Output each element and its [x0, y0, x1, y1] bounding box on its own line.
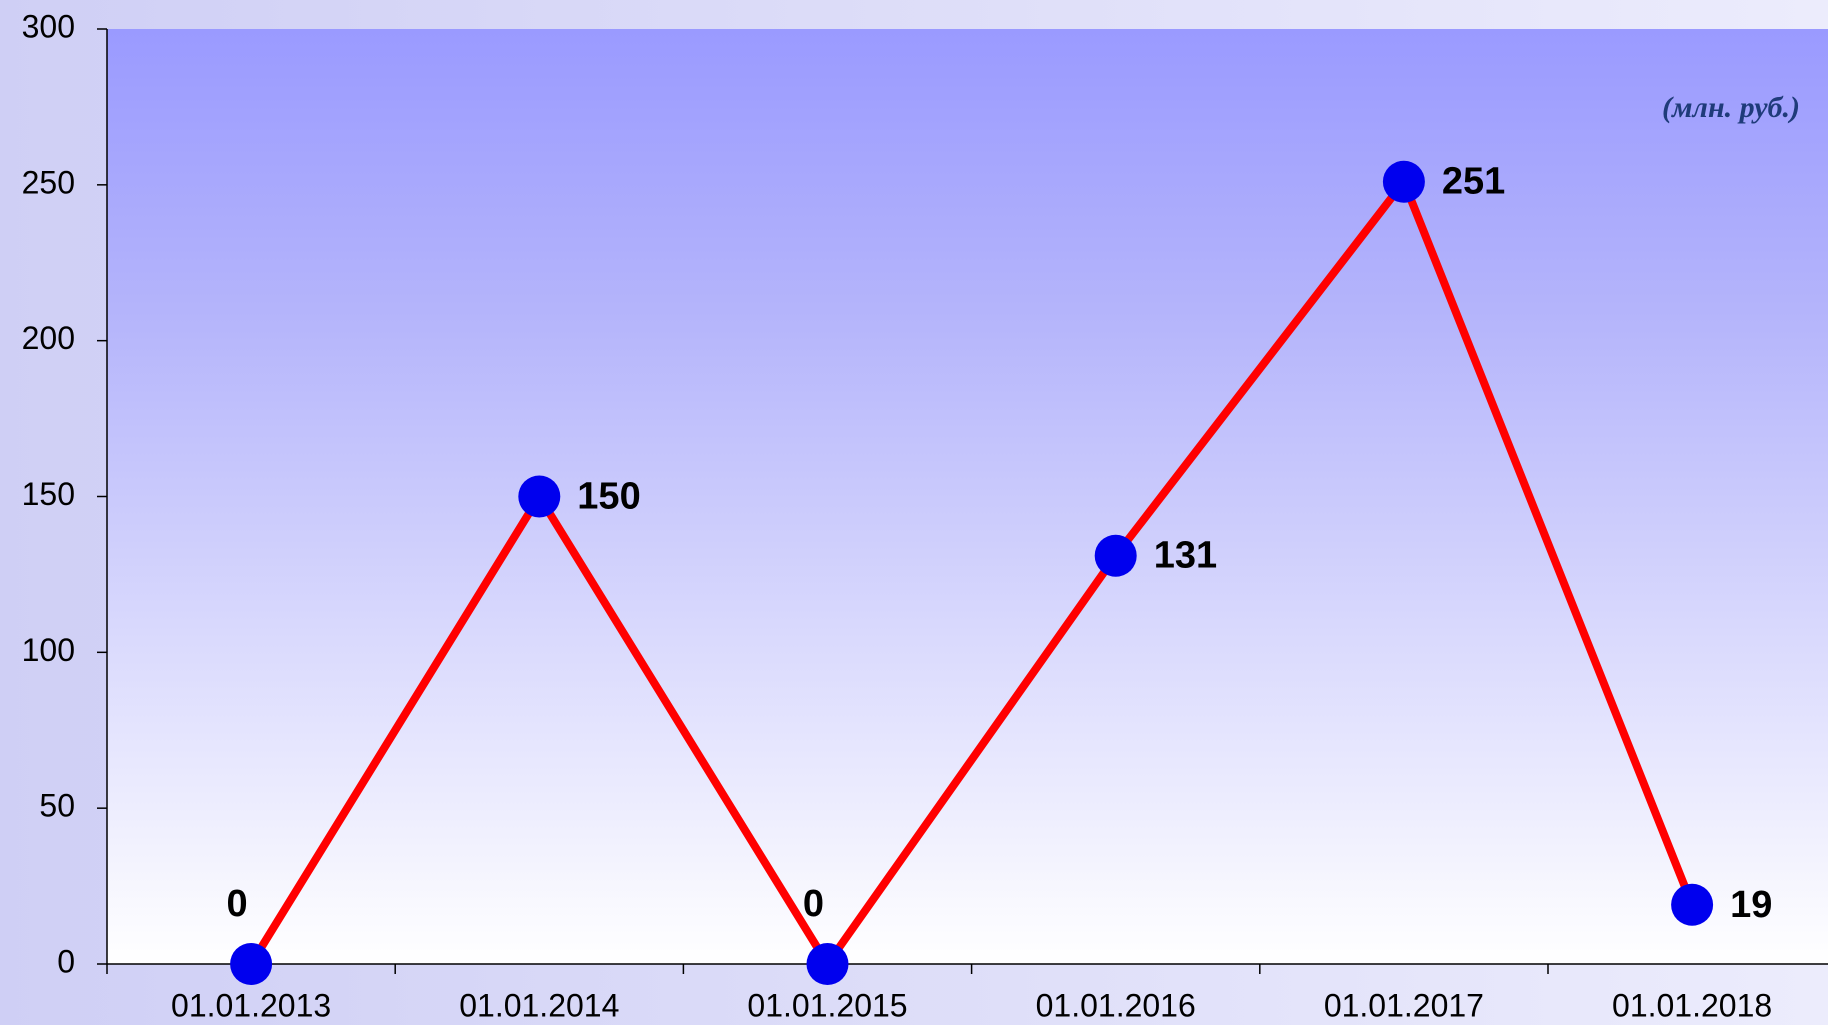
y-tick-label: 300: [22, 8, 75, 44]
marker: [230, 943, 273, 985]
y-tick-label: 250: [22, 164, 75, 200]
x-tick-label: 01.01.2018: [1612, 987, 1772, 1023]
data-label: 251: [1442, 161, 1505, 203]
y-tick-label: 100: [22, 632, 75, 668]
x-tick-label: 01.01.2016: [1036, 987, 1196, 1023]
y-tick-label: 0: [57, 943, 75, 979]
x-tick-label: 01.01.2017: [1324, 987, 1484, 1023]
y-tick-label: 200: [22, 320, 75, 356]
x-tick-label: 01.01.2013: [171, 987, 331, 1023]
data-label: 131: [1154, 535, 1217, 577]
series-line: [247, 177, 1696, 968]
marker: [1094, 534, 1137, 577]
x-tick-label: 01.01.2015: [747, 987, 907, 1023]
data-label: 19: [1730, 884, 1772, 926]
y-tick-label: 50: [39, 788, 75, 824]
marker: [1671, 883, 1714, 926]
marker: [806, 943, 849, 985]
marker: [1382, 160, 1425, 203]
x-tick-label: 01.01.2014: [459, 987, 619, 1023]
data-label: 150: [577, 476, 640, 518]
data-label: 0: [227, 883, 248, 925]
unit-annotation: (млн. руб.): [1662, 91, 1800, 124]
data-label: 0: [803, 883, 824, 925]
y-tick-label: 150: [22, 476, 75, 512]
marker: [518, 475, 561, 518]
plot-background: [107, 29, 1828, 964]
